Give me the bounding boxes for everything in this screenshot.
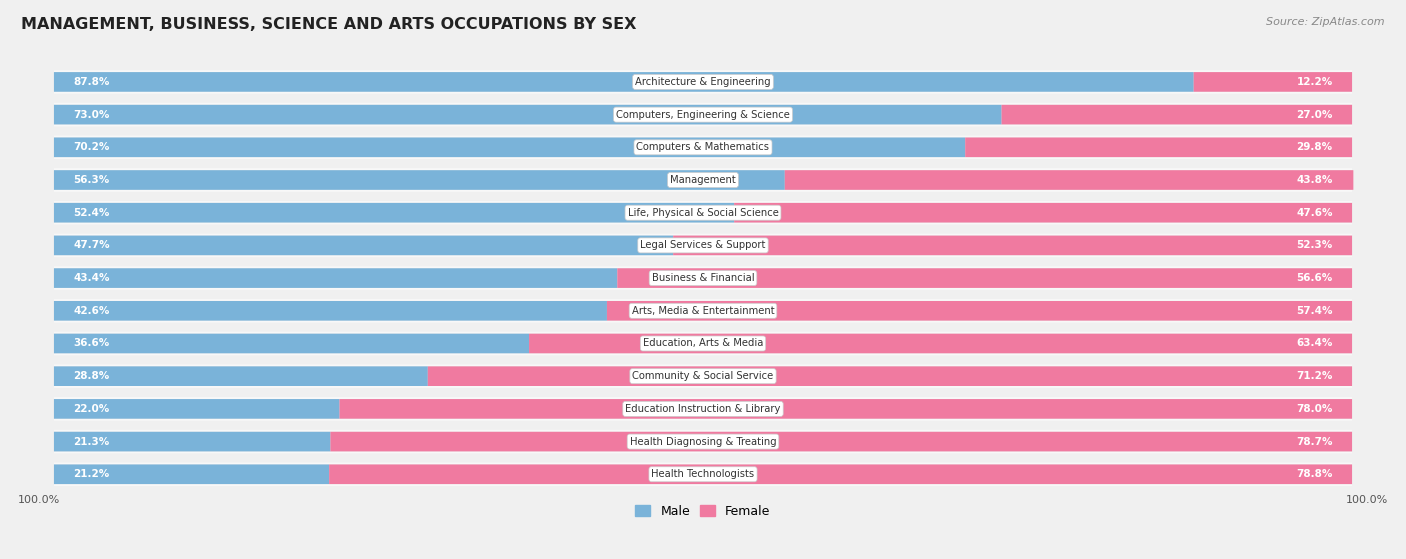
FancyBboxPatch shape (53, 399, 1353, 419)
Text: 100.0%: 100.0% (18, 495, 60, 505)
FancyBboxPatch shape (53, 170, 785, 190)
FancyBboxPatch shape (1194, 72, 1353, 92)
FancyBboxPatch shape (53, 430, 1353, 453)
FancyBboxPatch shape (53, 235, 1353, 255)
FancyBboxPatch shape (53, 299, 1353, 323)
Text: Source: ZipAtlas.com: Source: ZipAtlas.com (1267, 17, 1385, 27)
FancyBboxPatch shape (53, 465, 1353, 484)
FancyBboxPatch shape (53, 168, 1353, 192)
Text: 70.2%: 70.2% (73, 143, 110, 152)
FancyBboxPatch shape (1001, 105, 1353, 125)
Text: 12.2%: 12.2% (1296, 77, 1333, 87)
FancyBboxPatch shape (53, 397, 1353, 421)
FancyBboxPatch shape (53, 105, 1353, 125)
Text: Education Instruction & Library: Education Instruction & Library (626, 404, 780, 414)
FancyBboxPatch shape (53, 103, 1353, 126)
Text: 29.8%: 29.8% (1296, 143, 1333, 152)
FancyBboxPatch shape (53, 334, 529, 353)
Text: 21.3%: 21.3% (73, 437, 110, 447)
FancyBboxPatch shape (53, 331, 1353, 356)
Text: 63.4%: 63.4% (1296, 339, 1333, 348)
FancyBboxPatch shape (53, 432, 330, 451)
FancyBboxPatch shape (617, 268, 1353, 288)
FancyBboxPatch shape (607, 301, 1353, 321)
FancyBboxPatch shape (965, 138, 1353, 157)
FancyBboxPatch shape (53, 72, 1353, 92)
Text: 22.0%: 22.0% (73, 404, 110, 414)
FancyBboxPatch shape (53, 203, 1353, 222)
FancyBboxPatch shape (53, 266, 1353, 290)
Text: 28.8%: 28.8% (73, 371, 110, 381)
Text: 52.3%: 52.3% (1296, 240, 1333, 250)
Text: Community & Social Service: Community & Social Service (633, 371, 773, 381)
Text: 27.0%: 27.0% (1296, 110, 1333, 120)
Text: Legal Services & Support: Legal Services & Support (640, 240, 766, 250)
Text: Life, Physical & Social Science: Life, Physical & Social Science (627, 208, 779, 217)
Text: 47.6%: 47.6% (1296, 208, 1333, 217)
FancyBboxPatch shape (53, 70, 1353, 94)
FancyBboxPatch shape (329, 465, 1353, 484)
Text: 56.3%: 56.3% (73, 175, 110, 185)
Text: 78.7%: 78.7% (1296, 437, 1333, 447)
FancyBboxPatch shape (427, 366, 1353, 386)
FancyBboxPatch shape (53, 138, 965, 157)
FancyBboxPatch shape (529, 334, 1353, 353)
Text: 87.8%: 87.8% (73, 77, 110, 87)
FancyBboxPatch shape (53, 268, 1353, 288)
Text: 71.2%: 71.2% (1296, 371, 1333, 381)
Text: Computers & Mathematics: Computers & Mathematics (637, 143, 769, 152)
FancyBboxPatch shape (673, 235, 1353, 255)
Text: MANAGEMENT, BUSINESS, SCIENCE AND ARTS OCCUPATIONS BY SEX: MANAGEMENT, BUSINESS, SCIENCE AND ARTS O… (21, 17, 637, 32)
FancyBboxPatch shape (53, 234, 1353, 257)
FancyBboxPatch shape (53, 201, 1353, 225)
FancyBboxPatch shape (339, 399, 1353, 419)
Text: 43.8%: 43.8% (1296, 175, 1333, 185)
Text: Computers, Engineering & Science: Computers, Engineering & Science (616, 110, 790, 120)
FancyBboxPatch shape (53, 399, 339, 419)
Text: 78.8%: 78.8% (1296, 469, 1333, 479)
FancyBboxPatch shape (330, 432, 1353, 451)
Text: 73.0%: 73.0% (73, 110, 110, 120)
Text: Business & Financial: Business & Financial (652, 273, 754, 283)
FancyBboxPatch shape (53, 105, 1001, 125)
FancyBboxPatch shape (53, 301, 607, 321)
Text: 78.0%: 78.0% (1296, 404, 1333, 414)
FancyBboxPatch shape (53, 138, 1353, 157)
Text: Health Diagnosing & Treating: Health Diagnosing & Treating (630, 437, 776, 447)
FancyBboxPatch shape (53, 465, 329, 484)
FancyBboxPatch shape (53, 366, 427, 386)
Legend: Male, Female: Male, Female (630, 500, 776, 523)
Text: 21.2%: 21.2% (73, 469, 110, 479)
Text: Management: Management (671, 175, 735, 185)
Text: 56.6%: 56.6% (1296, 273, 1333, 283)
Text: 36.6%: 36.6% (73, 339, 110, 348)
Text: Health Technologists: Health Technologists (651, 469, 755, 479)
FancyBboxPatch shape (53, 366, 1353, 386)
FancyBboxPatch shape (734, 203, 1353, 222)
Text: 52.4%: 52.4% (73, 208, 110, 217)
Text: 47.7%: 47.7% (73, 240, 110, 250)
FancyBboxPatch shape (53, 364, 1353, 388)
FancyBboxPatch shape (53, 235, 673, 255)
Text: 42.6%: 42.6% (73, 306, 110, 316)
FancyBboxPatch shape (53, 203, 734, 222)
FancyBboxPatch shape (53, 432, 1353, 451)
FancyBboxPatch shape (53, 170, 1353, 190)
FancyBboxPatch shape (785, 170, 1354, 190)
FancyBboxPatch shape (53, 301, 1353, 321)
Text: Arts, Media & Entertainment: Arts, Media & Entertainment (631, 306, 775, 316)
FancyBboxPatch shape (53, 72, 1194, 92)
Text: 57.4%: 57.4% (1296, 306, 1333, 316)
FancyBboxPatch shape (53, 334, 1353, 353)
FancyBboxPatch shape (53, 135, 1353, 159)
FancyBboxPatch shape (53, 268, 617, 288)
Text: 43.4%: 43.4% (73, 273, 110, 283)
FancyBboxPatch shape (53, 462, 1353, 486)
Text: 100.0%: 100.0% (1346, 495, 1388, 505)
Text: Education, Arts & Media: Education, Arts & Media (643, 339, 763, 348)
Text: Architecture & Engineering: Architecture & Engineering (636, 77, 770, 87)
